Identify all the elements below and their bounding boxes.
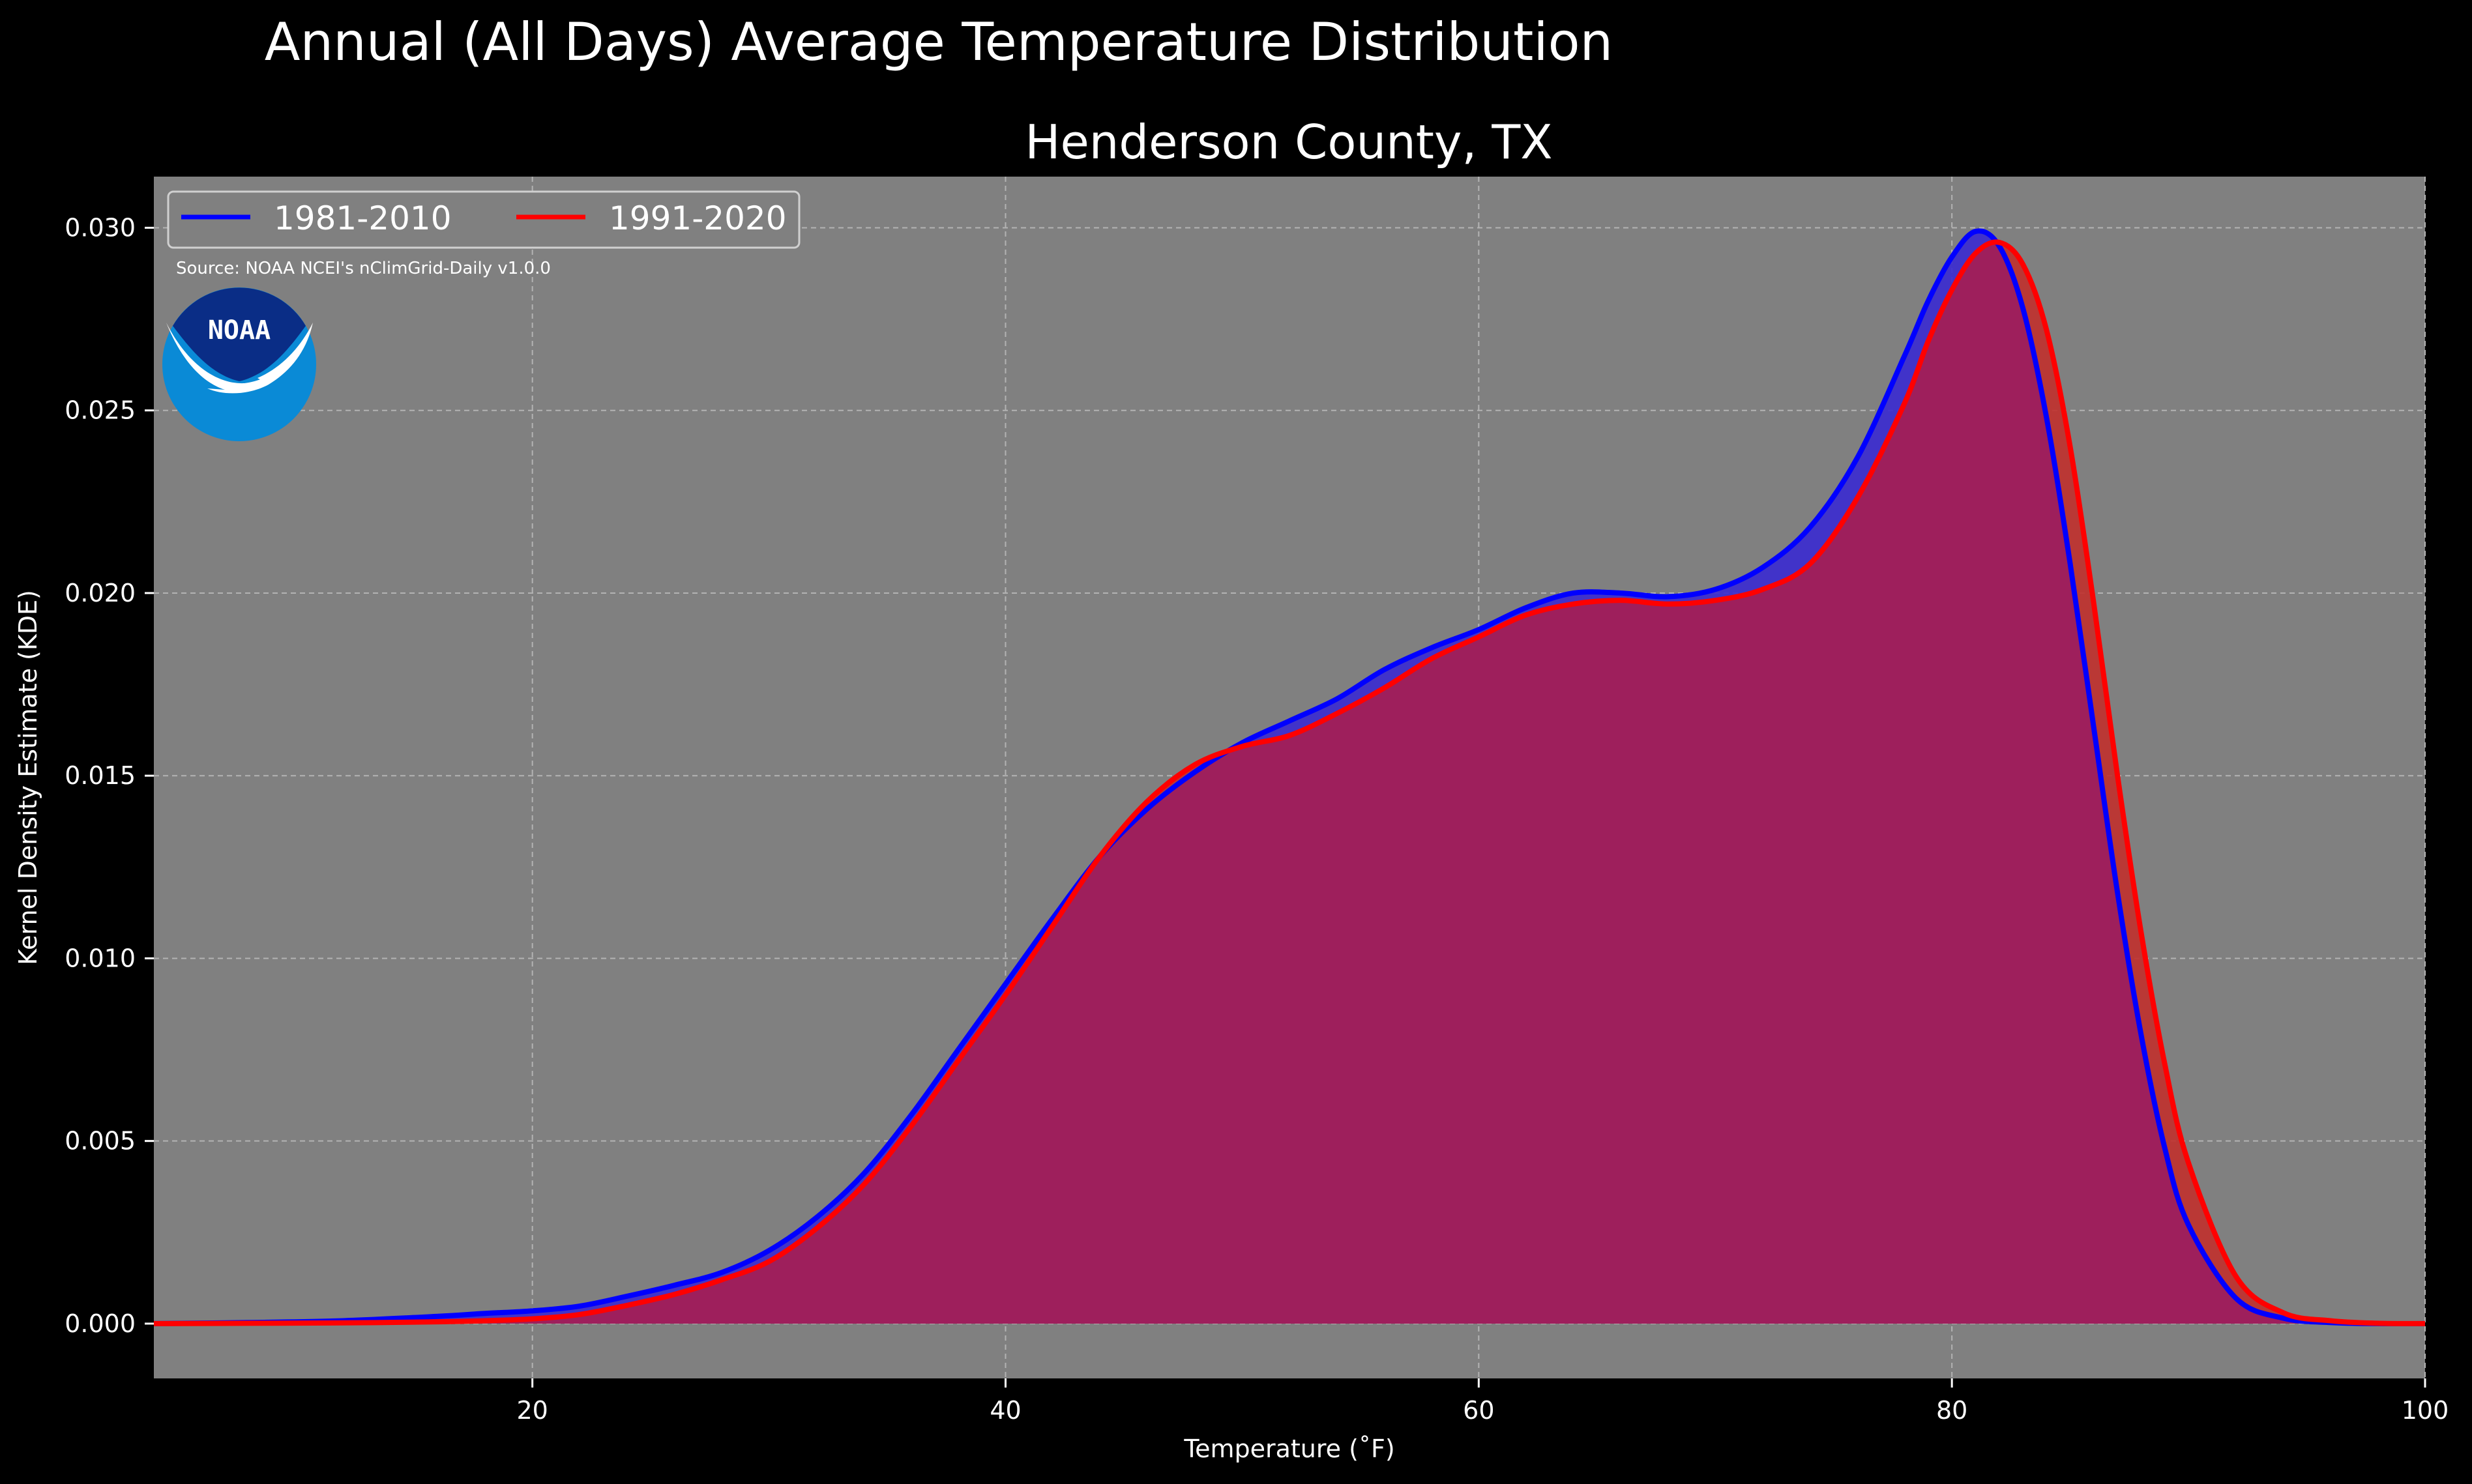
legend: 1981-2010 1991-2020: [167, 190, 801, 249]
legend-label-1991-2020: 1991-2020: [609, 199, 787, 237]
y-tick-label: 0.000: [65, 1309, 136, 1338]
y-tick-label: 0.025: [65, 396, 136, 425]
y-tick-label: 0.020: [65, 579, 136, 607]
line-1991-2020: [154, 239, 2425, 1326]
x-tick-label: 80: [1936, 1396, 1967, 1425]
y-axis-label: Kernel Density Estimate (KDE): [14, 590, 42, 965]
legend-label-1981-2010: 1981-2010: [274, 199, 452, 237]
legend-box: [167, 190, 801, 249]
line-1981-2010: [154, 228, 2425, 1327]
x-axis-label: Temperature (˚F): [1183, 1434, 1394, 1463]
source-note: Source: NOAA NCEI's nClimGrid-Daily v1.0…: [176, 259, 551, 278]
x-tick-label: 60: [1463, 1396, 1494, 1425]
y-tick-label: 0.005: [65, 1127, 136, 1156]
x-tick-label: 100: [2402, 1396, 2449, 1425]
density-areas: [154, 231, 2425, 1324]
area-overlap: [154, 242, 2425, 1324]
x-axis-ticks: 20 40 60 80 100: [516, 1378, 2449, 1425]
y-tick-label: 0.015: [65, 761, 136, 790]
chart-title: Annual (All Days) Average Temperature Di…: [265, 12, 1613, 72]
y-tick-label: 0.010: [65, 944, 136, 972]
noaa-logo-text: NOAA: [208, 315, 271, 345]
chart-subtitle: Henderson County, TX: [1025, 115, 1552, 169]
y-axis-ticks: 0.000 0.005 0.010 0.015 0.020 0.025 0.030: [65, 213, 154, 1338]
density-lines: [154, 228, 2425, 1327]
y-tick-label: 0.030: [65, 213, 136, 242]
x-tick-label: 40: [990, 1396, 1021, 1425]
noaa-logo-icon: NOAA: [162, 287, 316, 441]
x-tick-label: 20: [516, 1396, 548, 1425]
